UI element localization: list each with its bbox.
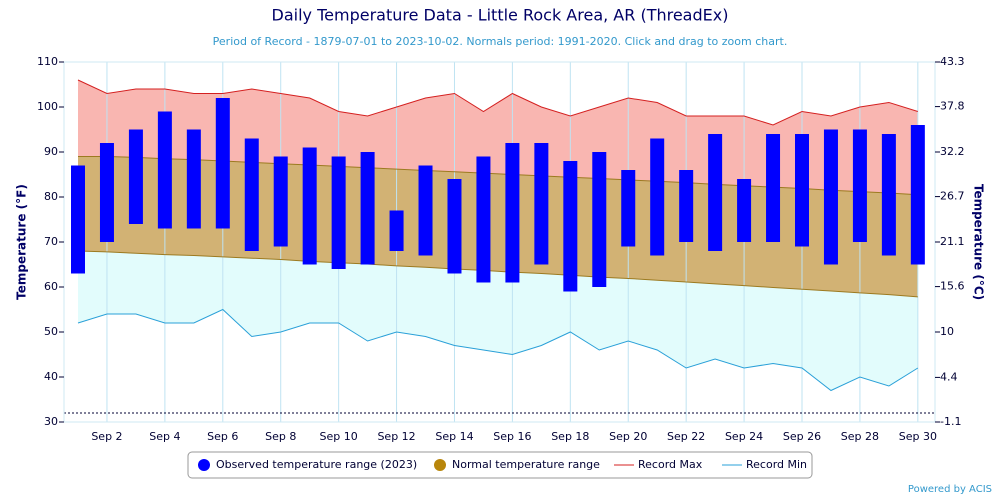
legend-box [187, 451, 813, 479]
observed-bar [592, 152, 607, 287]
legend-label: Record Min [746, 458, 807, 471]
y-tick-label: 60 [44, 280, 58, 293]
observed-bar [737, 179, 752, 242]
observed-bar [823, 129, 838, 265]
observed-bar [563, 161, 578, 292]
observed-bar [71, 165, 85, 274]
x-tick-label: Sep 8 [265, 430, 296, 443]
x-tick-label: Sep 22 [667, 430, 705, 443]
observed-bar [360, 152, 375, 265]
x-tick-label: Sep 4 [149, 430, 180, 443]
observed-bar [534, 143, 549, 265]
y-tick-label: 50 [44, 325, 58, 338]
observed-bar [621, 170, 636, 247]
credit[interactable]: Powered by ACIS [908, 484, 992, 495]
record-min-band [78, 251, 918, 391]
observed-bar [910, 125, 925, 265]
chart-subtitle: Period of Record - 1879-07-01 to 2023-10… [213, 35, 788, 48]
x-tick-label: Sep 6 [207, 430, 238, 443]
x-tick-label: Sep 30 [899, 430, 937, 443]
y2-axis-title: Temperature (°C) [972, 184, 986, 300]
x-tick-label: Sep 18 [551, 430, 589, 443]
y-tick-label: 40 [44, 370, 58, 383]
legend-symbol [198, 459, 210, 471]
x-tick-label: Sep 26 [783, 430, 821, 443]
y-tick-label: 110 [37, 55, 58, 68]
observed-bar [128, 129, 143, 224]
y2-tick-label: 43.3 [940, 55, 965, 68]
observed-bar [708, 134, 723, 251]
y2-tick-label: 15.6 [940, 280, 965, 293]
observed-bar [795, 134, 809, 247]
legend-item[interactable]: Normal temperature range [434, 458, 600, 471]
x-tick-label: Sep 10 [320, 430, 358, 443]
y2-tick-label: 21.1 [940, 235, 965, 248]
observed-bar [505, 143, 520, 283]
legend-symbol [434, 459, 446, 471]
legend-item[interactable]: Observed temperature range (2023) [198, 458, 417, 471]
y2-tick-label: 37.8 [940, 100, 965, 113]
legend-label: Observed temperature range (2023) [216, 458, 417, 471]
x-tick-label: Sep 28 [841, 430, 879, 443]
x-tick-label: Sep 16 [493, 430, 531, 443]
observed-bar [679, 170, 694, 242]
observed-bar [331, 156, 346, 269]
observed-bar [852, 129, 867, 242]
observed-bar [476, 156, 491, 283]
record-min-line [77, 308, 919, 392]
y2-tick-label: 26.7 [940, 190, 965, 203]
x-tick-label: Sep 14 [435, 430, 473, 443]
y2-tick-label: -1.1 [940, 415, 961, 428]
x-tick-label: Sep 2 [91, 430, 122, 443]
observed-bar [650, 138, 665, 256]
observed-bar [766, 134, 781, 242]
observed-bar [418, 165, 433, 256]
observed-bar [881, 134, 896, 256]
observed-bar [389, 210, 404, 251]
observed-bar [244, 138, 259, 251]
chart-title: Daily Temperature Data - Little Rock Are… [272, 6, 729, 25]
y-tick-label: 100 [37, 100, 58, 113]
observed-bar [157, 111, 172, 229]
observed-bar [99, 143, 114, 242]
x-tick-label: Sep 12 [377, 430, 415, 443]
y2-tick-label: 32.2 [940, 145, 965, 158]
y2-tick-label: 10 [940, 325, 954, 338]
y-axis-title: Temperature (°F) [15, 184, 29, 300]
observed-bar [302, 147, 317, 265]
legend-label: Normal temperature range [452, 458, 600, 471]
record-max-line [77, 79, 918, 126]
y-tick-label: 30 [44, 415, 58, 428]
y-tick-label: 70 [44, 235, 58, 248]
legend-item[interactable]: Record Max [614, 458, 703, 471]
normal-low-line [77, 250, 918, 298]
y-tick-label: 80 [44, 190, 58, 203]
normal-band [78, 156, 918, 297]
y2-tick-label: 4.4 [940, 370, 958, 383]
y-tick-label: 90 [44, 145, 58, 158]
x-tick-label: Sep 20 [609, 430, 647, 443]
legend-item[interactable]: Record Min [722, 458, 807, 471]
observed-bar [215, 98, 230, 229]
observed-bar [186, 129, 201, 229]
observed-bar [273, 156, 288, 247]
x-tick-label: Sep 24 [725, 430, 763, 443]
legend-label: Record Max [638, 458, 703, 471]
observed-bar [447, 179, 462, 274]
record-max-band [78, 80, 918, 195]
